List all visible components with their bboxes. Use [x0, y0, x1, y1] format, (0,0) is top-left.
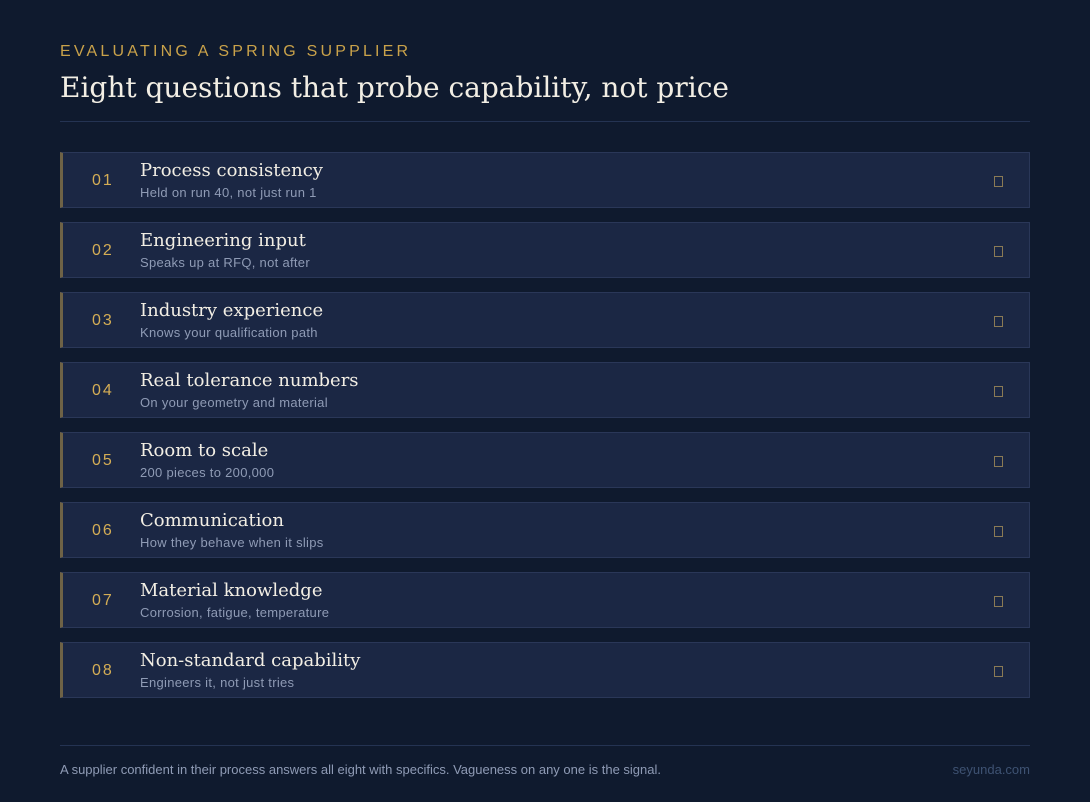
item-title: Material knowledge [140, 580, 323, 601]
item-number: 03 [92, 312, 114, 329]
item-title: Engineering input [140, 230, 306, 251]
item-number: 08 [92, 662, 114, 679]
page-title: Eight questions that probe capability, n… [60, 71, 729, 104]
item-icon [994, 176, 1003, 187]
item-number: 01 [92, 172, 114, 189]
item-number: 04 [92, 382, 114, 399]
item-title: Real tolerance numbers [140, 370, 359, 391]
question-row: 05 Room to scale 200 pieces to 200,000 [60, 432, 1030, 488]
item-number: 06 [92, 522, 114, 539]
item-title: Process consistency [140, 160, 323, 181]
item-number: 07 [92, 592, 114, 609]
item-title: Industry experience [140, 300, 324, 321]
item-subtitle: 200 pieces to 200,000 [140, 465, 275, 480]
item-number: 05 [92, 452, 114, 469]
question-row: 01 Process consistency Held on run 40, not… [60, 152, 1030, 208]
question-row: 04 Real tolerance numbers On your geometry… [60, 362, 1030, 418]
eyebrow: EVALUATING A SPRING SUPPLIER [60, 43, 412, 60]
item-icon [994, 666, 1003, 677]
item-subtitle: Held on run 40, not just run 1 [140, 185, 317, 200]
item-icon [994, 246, 1003, 257]
question-row: 08 Non-standard capability Engineers it, n… [60, 642, 1030, 698]
item-icon [994, 596, 1003, 607]
question-list: 01 Process consistency Held on run 40, not… [60, 152, 1030, 712]
divider [60, 745, 1030, 746]
question-row: 03 Industry experience Knows your qualific… [60, 292, 1030, 348]
footer-note: A supplier confident in their process an… [60, 762, 661, 777]
item-subtitle: Knows your qualification path [140, 325, 318, 340]
item-title: Non-standard capability [140, 650, 361, 671]
item-subtitle: How they behave when it slips [140, 535, 324, 550]
item-subtitle: Corrosion, fatigue, temperature [140, 605, 330, 620]
site-link[interactable]: seyunda.com [952, 762, 1030, 777]
question-row: 07 Material knowledge Corrosion, fatigue, … [60, 572, 1030, 628]
item-number: 02 [92, 242, 114, 259]
item-subtitle: On your geometry and material [140, 395, 328, 410]
item-icon [994, 316, 1003, 327]
item-subtitle: Speaks up at RFQ, not after [140, 255, 310, 270]
item-title: Room to scale [140, 440, 269, 461]
item-icon [994, 526, 1003, 537]
question-row: 02 Engineering input Speaks up at RFQ, not… [60, 222, 1030, 278]
divider [60, 121, 1030, 122]
item-icon [994, 386, 1003, 397]
item-subtitle: Engineers it, not just tries [140, 675, 295, 690]
question-row: 06 Communication How they behave when it s… [60, 502, 1030, 558]
item-icon [994, 456, 1003, 467]
item-title: Communication [140, 510, 284, 531]
